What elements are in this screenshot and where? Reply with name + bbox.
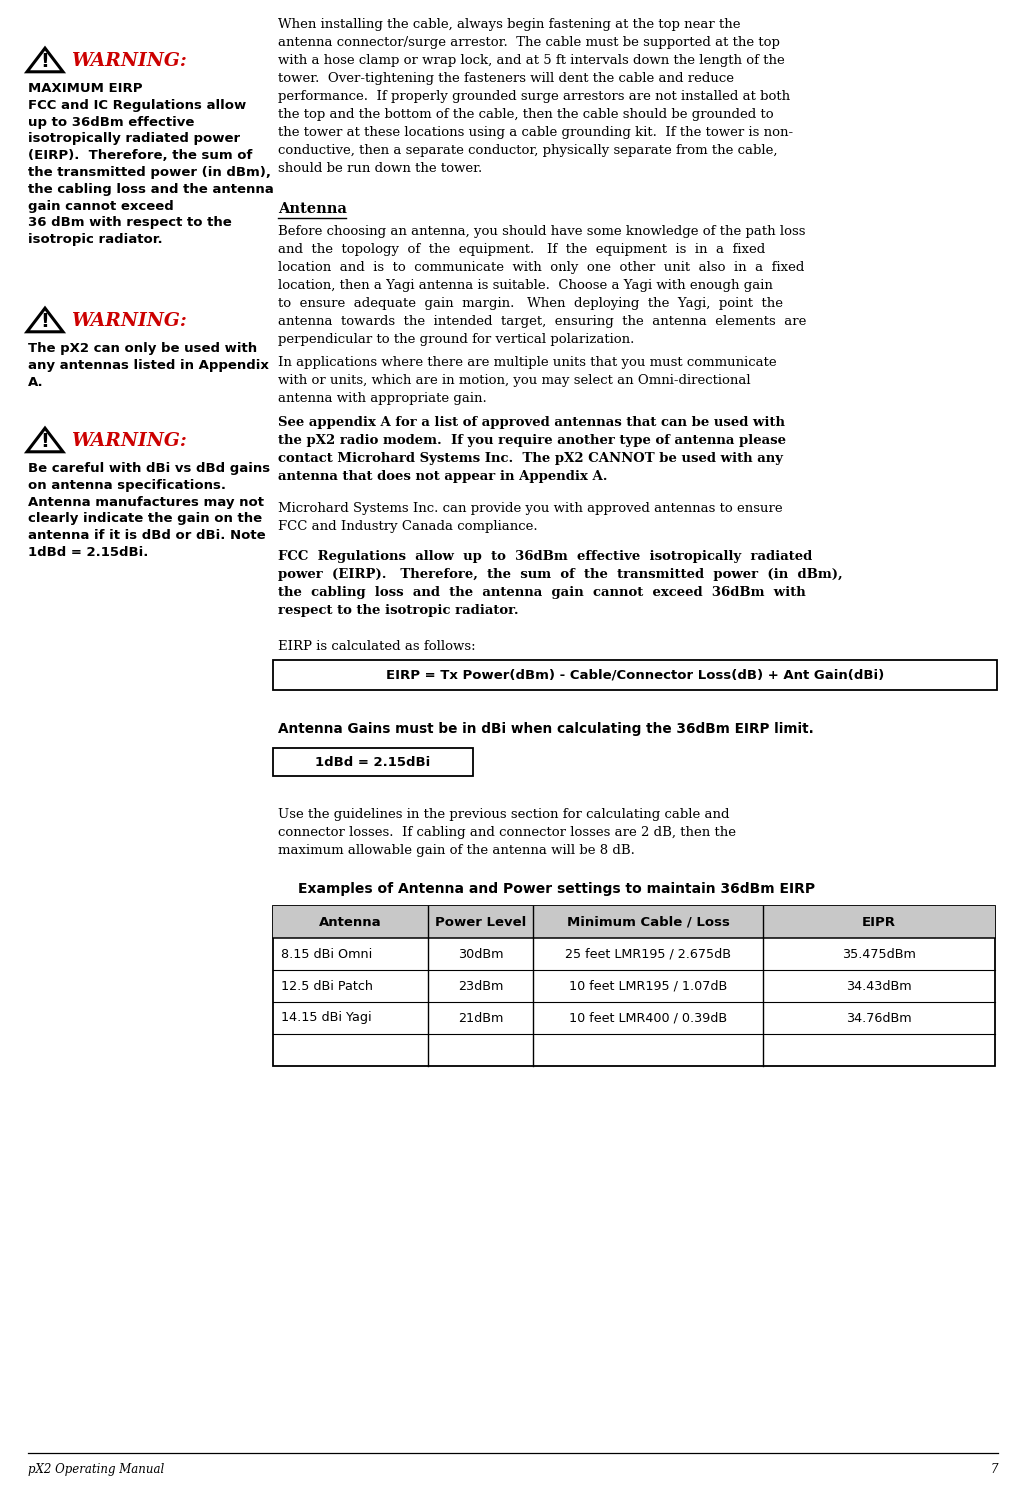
Text: Be careful with dBi vs dBd gains
on antenna specifications.
Antenna manufactures: Be careful with dBi vs dBd gains on ante… bbox=[28, 462, 270, 559]
Text: 10 feet LMR195 / 1.07dB: 10 feet LMR195 / 1.07dB bbox=[569, 979, 727, 993]
Text: 7: 7 bbox=[991, 1464, 998, 1476]
Text: Examples of Antenna and Power settings to maintain 36dBm EIRP: Examples of Antenna and Power settings t… bbox=[298, 882, 815, 896]
Text: 34.43dBm: 34.43dBm bbox=[846, 979, 911, 993]
Text: 14.15 dBi Yagi: 14.15 dBi Yagi bbox=[281, 1012, 372, 1024]
Text: Antenna Gains must be in dBi when calculating the 36dBm EIRP limit.: Antenna Gains must be in dBi when calcul… bbox=[278, 722, 814, 736]
Text: EIRP is calculated as follows:: EIRP is calculated as follows: bbox=[278, 640, 475, 653]
Text: The pX2 can only be used with
any antennas listed in Appendix
A.: The pX2 can only be used with any antenn… bbox=[28, 342, 269, 389]
Text: 30dBm: 30dBm bbox=[458, 948, 503, 960]
Text: Power Level: Power Level bbox=[435, 915, 526, 928]
Text: 12.5 dBi Patch: 12.5 dBi Patch bbox=[281, 979, 373, 993]
Text: WARNING:: WARNING: bbox=[71, 432, 187, 450]
Text: WARNING:: WARNING: bbox=[71, 52, 187, 70]
Bar bbox=[273, 659, 997, 691]
Text: !: ! bbox=[41, 52, 50, 70]
Text: FCC  Regulations  allow  up  to  36dBm  effective  isotropically  radiated
power: FCC Regulations allow up to 36dBm effect… bbox=[278, 550, 842, 617]
Text: In applications where there are multiple units that you must communicate
with or: In applications where there are multiple… bbox=[278, 356, 776, 405]
Text: 34.76dBm: 34.76dBm bbox=[846, 1012, 911, 1024]
Text: !: ! bbox=[41, 311, 50, 330]
Text: Antenna: Antenna bbox=[278, 202, 346, 215]
Text: 10 feet LMR400 / 0.39dB: 10 feet LMR400 / 0.39dB bbox=[569, 1012, 727, 1024]
Bar bbox=[273, 748, 473, 776]
Bar bbox=[273, 906, 995, 1066]
Text: EIRP = Tx Power(dBm) - Cable/Connector Loss(dB) + Ant Gain(dBi): EIRP = Tx Power(dBm) - Cable/Connector L… bbox=[386, 668, 884, 682]
Text: When installing the cable, always begin fastening at the top near the
antenna co: When installing the cable, always begin … bbox=[278, 18, 793, 175]
Text: MAXIMUM EIRP
FCC and IC Regulations allow
up to 36dBm effective
isotropically ra: MAXIMUM EIRP FCC and IC Regulations allo… bbox=[28, 82, 273, 247]
Text: See appendix A for a list of approved antennas that can be used with
the pX2 rad: See appendix A for a list of approved an… bbox=[278, 416, 786, 483]
Text: 8.15 dBi Omni: 8.15 dBi Omni bbox=[281, 948, 372, 960]
Text: 35.475dBm: 35.475dBm bbox=[842, 948, 916, 960]
Text: Antenna: Antenna bbox=[319, 915, 382, 928]
Text: 23dBm: 23dBm bbox=[458, 979, 503, 993]
Text: Use the guidelines in the previous section for calculating cable and
connector l: Use the guidelines in the previous secti… bbox=[278, 807, 736, 857]
Text: EIPR: EIPR bbox=[862, 915, 896, 928]
Text: 21dBm: 21dBm bbox=[458, 1012, 503, 1024]
Text: pX2 Operating Manual: pX2 Operating Manual bbox=[28, 1464, 165, 1476]
Text: 1dBd = 2.15dBi: 1dBd = 2.15dBi bbox=[315, 755, 431, 768]
Text: WARNING:: WARNING: bbox=[71, 312, 187, 330]
Bar bbox=[273, 906, 995, 937]
Text: Before choosing an antenna, you should have some knowledge of the path loss
and : Before choosing an antenna, you should h… bbox=[278, 226, 807, 345]
Text: 25 feet LMR195 / 2.675dB: 25 feet LMR195 / 2.675dB bbox=[565, 948, 731, 960]
Text: Microhard Systems Inc. can provide you with approved antennas to ensure
FCC and : Microhard Systems Inc. can provide you w… bbox=[278, 502, 782, 534]
Text: Minimum Cable / Loss: Minimum Cable / Loss bbox=[567, 915, 729, 928]
Text: !: ! bbox=[41, 432, 50, 450]
